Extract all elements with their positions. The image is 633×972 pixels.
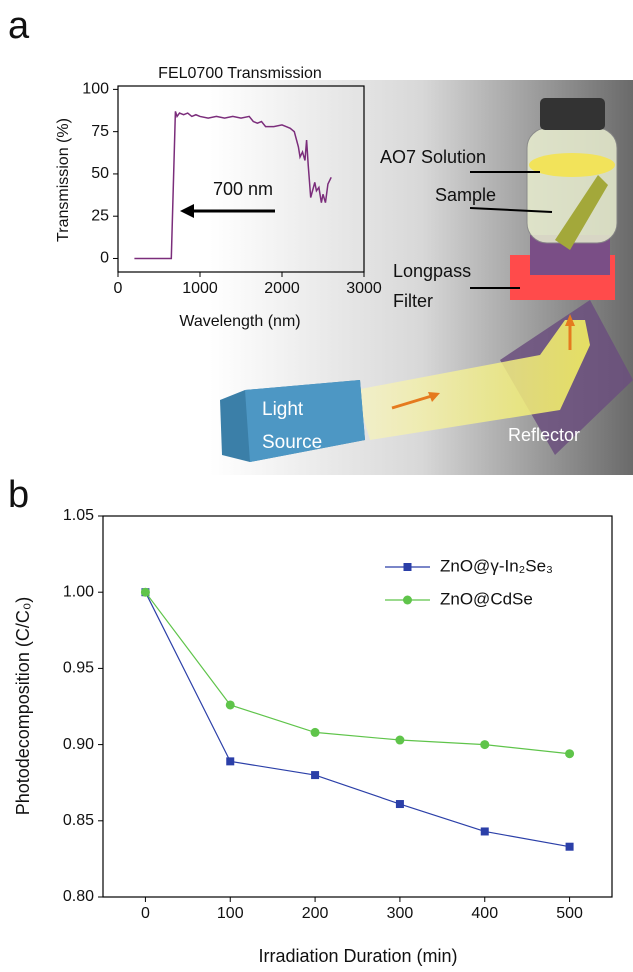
diagram-label: Reflector [508,425,580,445]
y-tick-label: 100 [82,81,109,98]
x-tick-label: 2000 [264,280,300,297]
marker [565,842,574,851]
diagram-label: Filter [393,291,433,311]
y-tick-label: 1.05 [63,507,94,524]
series-line [144,591,570,755]
marker [311,771,320,780]
diagram-label: AO7 Solution [380,147,486,167]
x-tick-label: 300 [387,905,414,922]
marker [480,827,489,836]
annotation: 700 nm [213,179,273,199]
x-tick-label: 400 [471,905,498,922]
plot-frame [117,85,365,273]
marker [395,735,405,745]
legend-label: ZnO@γ-In₂Se₃ [440,556,553,575]
y-axis-label: Photodecomposition (C/C₀) [13,597,33,816]
series-line [134,111,332,260]
marker [395,800,404,809]
legend-label: ZnO@CdSe [440,589,533,608]
y-tick-label: 25 [91,207,109,224]
arrow [391,393,436,410]
y-tick-label: 75 [91,123,109,140]
y-tick-label: 0.85 [63,812,94,829]
y-tick-label: 0.95 [63,660,94,677]
light-beam [355,320,590,440]
x-tick-label: 0 [141,905,150,922]
panel-label: a [8,5,30,47]
vial-cap [540,98,605,130]
panel-label: b [8,474,29,516]
light-source-face [245,380,365,462]
y-tick-label: 50 [91,165,109,182]
diagram-label: Light [262,399,304,420]
sample [555,175,608,250]
legend-marker [403,595,412,605]
x-tick-label: 100 [217,905,244,922]
diagram-label: Source [262,432,322,453]
y-tick-label: 1.00 [63,583,94,600]
marker [225,700,235,710]
pointer [469,207,553,213]
y-tick-label: 0 [100,250,109,267]
series-line [144,591,570,848]
legend-marker [403,563,412,571]
marker [480,740,490,750]
y-axis-label: Transmission (%) [55,118,72,242]
arrow-head [565,314,575,326]
x-tick-label: 500 [556,905,583,922]
diagram-label: Sample [435,185,496,205]
marker [565,749,575,759]
marker [226,757,235,766]
x-axis-label: Wavelength (nm) [179,313,300,330]
y-tick-label: 0.80 [63,888,94,905]
y-tick-label: 0.90 [63,736,94,753]
marker [140,587,150,597]
arrow-head [428,392,440,402]
x-axis-label: Irradiation Duration (min) [258,946,457,966]
x-tick-label: 200 [302,905,329,922]
x-tick-label: 1000 [182,280,218,297]
plot-frame [102,515,613,898]
x-tick-label: 0 [114,280,123,297]
x-tick-label: 3000 [346,280,382,297]
diagram-label: Longpass [393,261,471,281]
chart-title: FEL0700 Transmission [158,65,322,82]
diagram: AO7 Solution Sample Longpass Filter Ligh… [210,80,633,475]
annotation-arrow-head [180,204,194,218]
marker [310,727,320,737]
solution [529,153,615,177]
